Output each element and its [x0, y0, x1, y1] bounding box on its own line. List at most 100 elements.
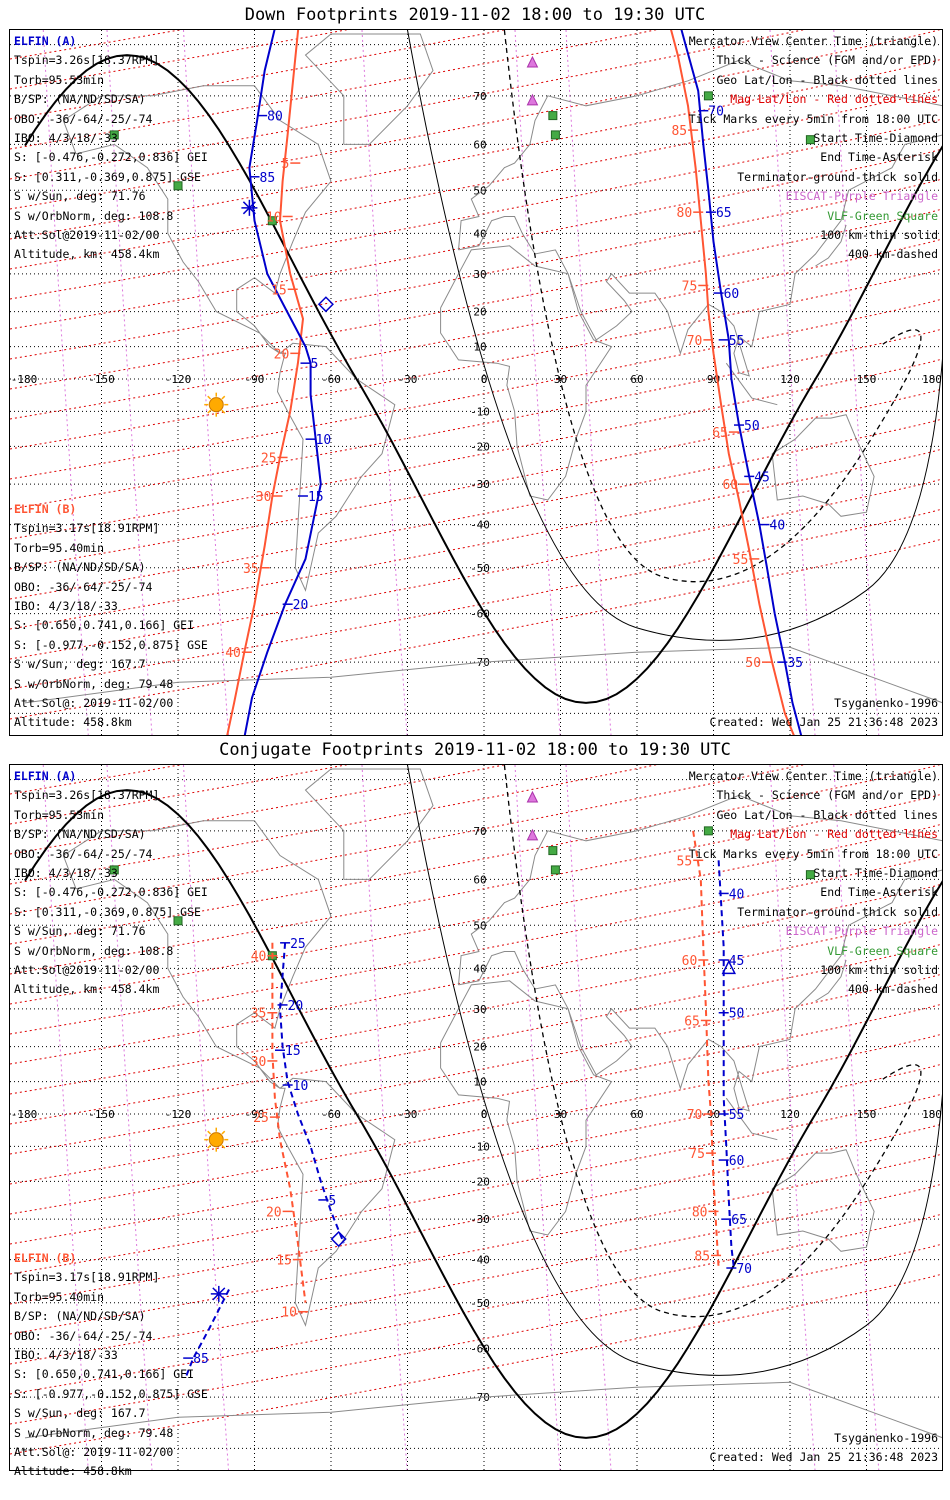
info-line: Torb=95.53min — [14, 72, 105, 87]
mag-latitude-line — [10, 508, 942, 690]
legend: Mercator View Center Time (triangle) Thic… — [689, 32, 938, 265]
mag-latitude-line — [10, 30, 507, 120]
mag-latitude-line — [10, 358, 942, 540]
eiscat-triangle — [526, 828, 539, 841]
lat-tick-label: 30 — [473, 268, 486, 281]
info-line: Tspin=3.26s[18.37RPM] — [14, 53, 160, 68]
mag-meridian-line — [183, 30, 229, 735]
coastlines — [24, 33, 942, 704]
time-tick-label: 35 — [251, 1007, 267, 1022]
lat-tick-label: 70 — [473, 90, 486, 103]
time-tick-label: 60 — [724, 287, 740, 302]
elfin-a-info: ELFIN (A) Tspin=3.26s[18.37RPM] Torb=95.53… — [14, 767, 208, 1000]
elfin-a-track — [184, 1289, 230, 1378]
info-line: Tspin=3.17s[18.91RPM] — [14, 521, 160, 536]
mag-meridian-line — [106, 30, 153, 735]
time-tick-label: 85 — [671, 124, 687, 139]
time-tick-label: 45 — [729, 954, 745, 969]
panel-title-down: Down Footprints 2019-11-02 18:00 to 19:3… — [244, 5, 706, 25]
mag-latitude-line — [10, 1063, 942, 1245]
mag-latitude-line — [10, 823, 942, 1005]
time-tick-label: 30 — [256, 490, 272, 505]
time-tick-label: 25 — [253, 1111, 269, 1126]
created-timestamp: Created: Wed Jan 25 21:36:48 2023 — [709, 715, 938, 730]
legend-item: Geo Lat/Lon - Black dotted lines — [716, 72, 938, 87]
lon-tick-label: -90 — [245, 373, 265, 386]
lon-tick-label: -30 — [398, 373, 418, 386]
lat-tick-label: 20 — [473, 1041, 486, 1054]
coastline — [458, 869, 942, 1112]
legend-item: VLF-Green Square — [827, 208, 938, 223]
geo-grid — [10, 765, 942, 1470]
vlf-square — [173, 916, 183, 926]
coastline — [276, 342, 396, 592]
time-tick-label: 15 — [285, 1044, 301, 1059]
lon-tick-label: -120 — [165, 1108, 192, 1121]
time-tick-label: 70 — [687, 334, 703, 349]
info-line: S w/OrbNorm, deg: 79.48 — [14, 676, 174, 691]
lat-tick-label: 20 — [473, 306, 486, 319]
info-line: Altitude, km: 458.4km — [14, 982, 160, 997]
lon-tick-label: 0 — [481, 373, 488, 386]
legend-item: 400 km-dashed — [847, 247, 938, 262]
terminator-400km — [503, 30, 922, 583]
lat-tick-label: 50 — [473, 919, 486, 932]
info-line: S: [0.311,-0.369,0.875] GSE — [14, 169, 201, 184]
lon-tick-label: -90 — [245, 1108, 265, 1121]
time-tick-label: 40 — [251, 950, 267, 965]
info-line: Altitude: 458.8km — [14, 1464, 132, 1479]
info-line: S: [-0.977,-0.152,0.875] GSE — [14, 1386, 208, 1401]
time-tick-label: 60 — [722, 478, 738, 493]
lat-tick-label: -10 — [470, 405, 490, 418]
lon-tick-label: 150 — [857, 373, 877, 386]
info-line: IBO: 4/3/18/-33 — [14, 865, 118, 880]
mag-latitude-line — [10, 58, 942, 240]
mag-latitude-line — [10, 1033, 942, 1215]
info-line: Tspin=3.17s[18.91RPM] — [14, 1270, 160, 1285]
vlf-square — [805, 870, 815, 880]
legend-item: 400 km-dashed — [847, 982, 938, 997]
time-tick-label: 85 — [193, 1352, 209, 1367]
lat-tick-label: -50 — [470, 1297, 490, 1310]
elfin-b-info: ELFIN (B) Tspin=3.17s[18.91RPM] Torb=95.40… — [14, 1249, 208, 1482]
elfin-a-track — [680, 30, 803, 735]
time-tick-label: 80 — [677, 206, 693, 221]
time-tick-label: 10 — [281, 1306, 297, 1321]
vlf-square — [267, 216, 277, 226]
time-tick-label: 85 — [260, 171, 276, 186]
time-tick-label: 10 — [316, 433, 332, 448]
legend-item: VLF-Green Square — [827, 943, 938, 958]
legend-item: Geo Lat/Lon - Black dotted lines — [716, 807, 938, 822]
mag-meridian-line — [42, 765, 89, 1471]
legend-item: Tick Marks every 5min from 18:00 UTC — [688, 846, 938, 861]
info-line: B/SP: (NA/ND/SD/SA) — [14, 827, 146, 842]
legend-item: Tick Marks every 5min from 18:00 UTC — [688, 111, 938, 126]
mag-latitude-line — [10, 1003, 942, 1185]
time-tick-label: 5 — [311, 357, 319, 372]
coastline — [771, 1149, 875, 1252]
terminators — [24, 765, 942, 1439]
legend-item: End Time-Asterisk — [820, 150, 938, 165]
info-line: IBO: 4/3/18/-33 — [14, 598, 118, 613]
lat-tick-label: 30 — [473, 1003, 486, 1016]
mag-meridian-line — [769, 30, 816, 735]
mag-latitude-line — [10, 478, 942, 660]
coastline — [304, 33, 434, 145]
legend-item: EISCAT-Purple Triangle — [785, 189, 938, 204]
vlf-square — [109, 865, 119, 875]
mag-meridian-line — [833, 30, 880, 735]
footer-info: Tsyganenko-1996 Created: Wed Jan 25 21:36… — [710, 694, 938, 733]
vlf-square — [550, 865, 560, 875]
lon-tick-label: 120 — [780, 1108, 800, 1121]
mag-meridian-line — [361, 30, 408, 735]
lat-tick-label: 10 — [473, 1076, 486, 1089]
terminator-100km — [407, 30, 942, 641]
lon-tick-label: 0 — [481, 1108, 488, 1121]
info-line: S: [-0.977,-0.152,0.875] GSE — [14, 637, 208, 652]
info-line: S: [-0.476,-0.272,0.836] GEI — [14, 885, 208, 900]
legend-item: Thick - Science (FGM and/or EPD) — [716, 53, 938, 68]
created-timestamp: Created: Wed Jan 25 21:36:48 2023 — [709, 1450, 938, 1465]
info-line: S w/OrbNorm, deg: 79.48 — [14, 1425, 174, 1440]
spacecraft-label: ELFIN (B) — [14, 502, 77, 516]
legend: Mercator View Center Time (triangle) Thic… — [689, 767, 938, 1000]
